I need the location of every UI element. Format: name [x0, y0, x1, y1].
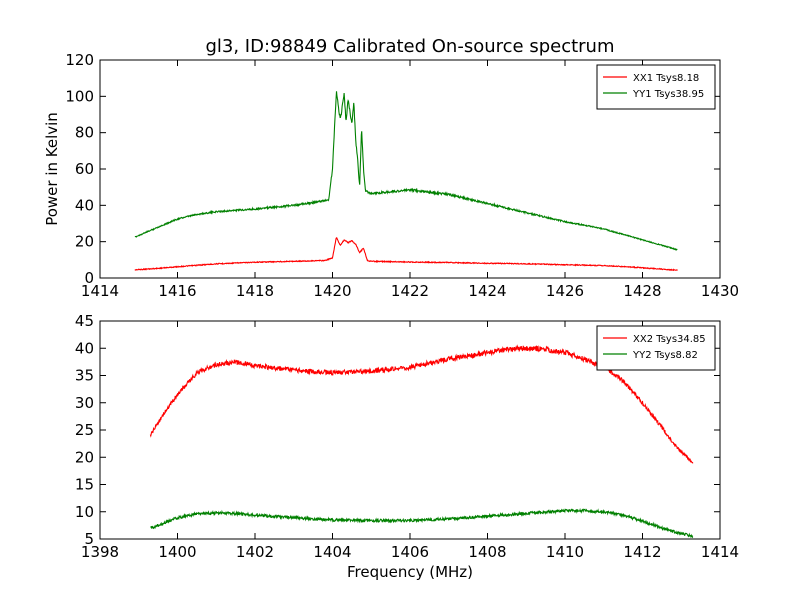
- y-tick-label: 35: [75, 367, 94, 385]
- top-plot-panel: 1414 1416 1418 1420 1422 1424 1426 1428 1430 0 20 4…: [65, 51, 739, 300]
- series-line-bottom-2: [150, 507, 694, 539]
- top-y-axis-label: Power in Kelvin: [43, 112, 61, 226]
- x-tick-label: 1402: [236, 543, 274, 561]
- series-line-top-1: [134, 237, 678, 272]
- x-tick-label: 1430: [701, 282, 739, 300]
- y-tick-label: 20: [75, 233, 94, 251]
- x-tick-label: 1422: [391, 282, 429, 300]
- y-tick-label: 25: [75, 421, 94, 439]
- legend-label: XX2 Tsys34.85: [633, 334, 706, 345]
- x-tick-label: 1412: [623, 543, 661, 561]
- y-tick-label: 45: [75, 312, 94, 330]
- bottom-plot-panel: 1398 1400 1402 1404 1406 1408 1410 1412 1414 5 10 1…: [75, 312, 739, 561]
- x-tick-label: 1400: [158, 543, 196, 561]
- legend-label: YY2 Tsys8.82: [632, 350, 698, 361]
- y-tick-label: 100: [65, 87, 94, 105]
- y-tick-label: 40: [75, 196, 94, 214]
- legend-box: [596, 64, 716, 110]
- x-tick-label: 1416: [158, 282, 196, 300]
- x-tick-label: 1418: [236, 282, 274, 300]
- x-tick-label: 1428: [623, 282, 661, 300]
- legend-box: [596, 325, 716, 371]
- y-tick-label: 30: [75, 394, 94, 412]
- legend-label: XX1 Tsys8.18: [633, 73, 699, 84]
- x-tick-label: 1414: [81, 282, 119, 300]
- x-tick-label: 1404: [313, 543, 351, 561]
- x-tick-label: 1414: [701, 543, 739, 561]
- y-tick-label: 10: [75, 503, 94, 521]
- figure-title: gl3, ID:98849 Calibrated On-source spect…: [205, 36, 614, 57]
- legend-label: YY1 Tsys38.95: [632, 89, 704, 100]
- y-tick-label: 120: [65, 51, 94, 69]
- x-tick-label: 1408: [468, 543, 506, 561]
- legend: XX1 Tsys8.18 YY1 Tsys38.95: [596, 64, 716, 110]
- legend: XX2 Tsys34.85 YY2 Tsys8.82: [596, 325, 716, 371]
- y-tick-label: 40: [75, 339, 94, 357]
- x-tick-label: 1420: [313, 282, 351, 300]
- x-tick-label: 1410: [546, 543, 584, 561]
- x-tick-label: 1406: [391, 543, 429, 561]
- y-tick-label: 20: [75, 448, 94, 466]
- x-tick-label: 1398: [81, 543, 119, 561]
- x-tick-label: 1424: [468, 282, 506, 300]
- y-tick-label: 0: [84, 269, 94, 287]
- y-tick-label: 5: [84, 530, 94, 548]
- series-line-top-2: [134, 91, 678, 251]
- y-tick-label: 60: [75, 160, 94, 178]
- x-axis-label: Frequency (MHz): [347, 563, 473, 581]
- y-tick-label: 15: [75, 476, 94, 494]
- y-tick-label: 80: [75, 124, 94, 142]
- x-tick-label: 1426: [546, 282, 584, 300]
